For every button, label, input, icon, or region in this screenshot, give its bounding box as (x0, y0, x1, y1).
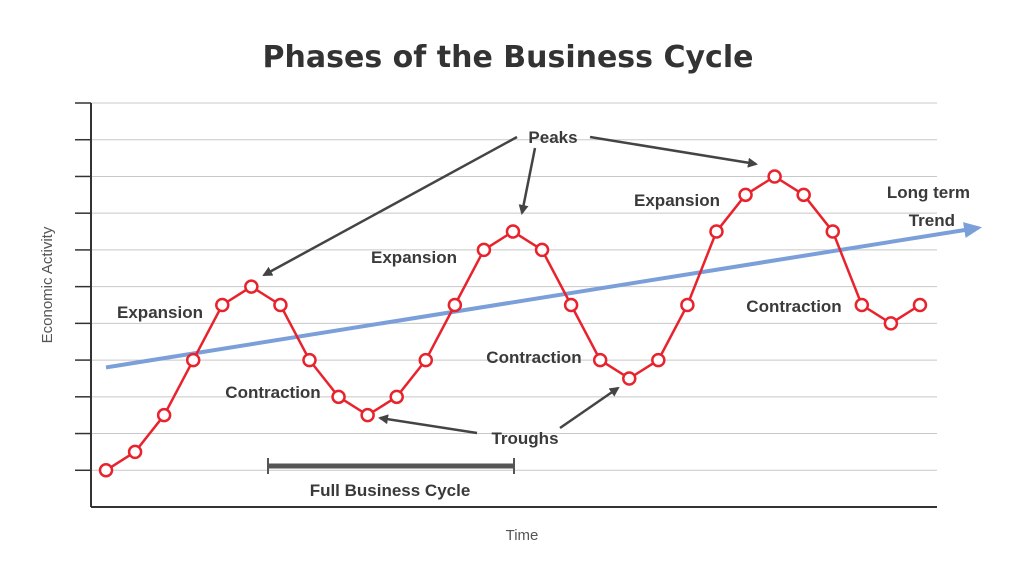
data-point-2 (127, 444, 143, 460)
contraction-label-3: Contraction (746, 297, 841, 316)
data-point-23 (738, 187, 753, 203)
data-point-21 (680, 297, 695, 313)
expansion-label-2: Expansion (371, 248, 457, 267)
data-point-7 (273, 297, 288, 313)
data-point-13 (447, 297, 463, 313)
annotation-arrows (262, 135, 758, 474)
expansion-label-1: Expansion (117, 303, 203, 322)
trend-label-line2: Trend (909, 211, 955, 230)
data-point-24 (767, 169, 782, 184)
peaks-label: Peaks (528, 128, 577, 147)
data-point-22 (709, 224, 724, 239)
cycle-series-group (98, 169, 928, 478)
trough-arrow-2 (559, 386, 620, 430)
chart-title: Phases of the Business Cycle (263, 40, 754, 75)
data-point-11 (389, 389, 404, 405)
data-point-15 (505, 224, 521, 239)
data-point-20 (651, 352, 666, 368)
data-point-1 (98, 463, 114, 478)
axes (75, 102, 937, 508)
data-point-10 (360, 407, 375, 423)
data-point-28 (883, 316, 899, 331)
data-point-9 (331, 389, 346, 405)
trend-line (105, 222, 983, 370)
data-point-5 (215, 297, 230, 313)
data-point-19 (622, 371, 637, 386)
data-point-12 (418, 352, 434, 368)
x-axis-label: Time (506, 527, 539, 544)
data-point-8 (302, 352, 317, 368)
peak-arrow-1 (262, 135, 518, 277)
data-point-3 (156, 407, 172, 423)
peak-arrow-3 (589, 135, 758, 168)
trend-line-group (105, 222, 983, 370)
data-point-16 (534, 242, 550, 258)
data-point-6 (244, 279, 259, 294)
y-axis-label: Economic Activity (39, 226, 56, 343)
expansion-label-3: Expansion (634, 191, 720, 210)
data-point-4 (185, 352, 201, 368)
data-point-14 (476, 242, 492, 258)
peak-arrow-2 (518, 147, 537, 215)
data-point-26 (825, 224, 840, 239)
trough-arrow-1 (378, 414, 478, 435)
data-point-17 (563, 297, 579, 313)
trend-label-line1: Long term (887, 183, 970, 202)
data-point-18 (592, 352, 608, 368)
contraction-label-1: Contraction (225, 383, 320, 402)
contraction-label-2: Contraction (486, 348, 581, 367)
full-cycle-label: Full Business Cycle (310, 481, 471, 500)
data-point-27 (854, 297, 870, 313)
data-point-29 (912, 297, 928, 313)
data-point-25 (796, 187, 811, 203)
gridlines (91, 102, 937, 471)
troughs-label: Troughs (491, 429, 558, 448)
